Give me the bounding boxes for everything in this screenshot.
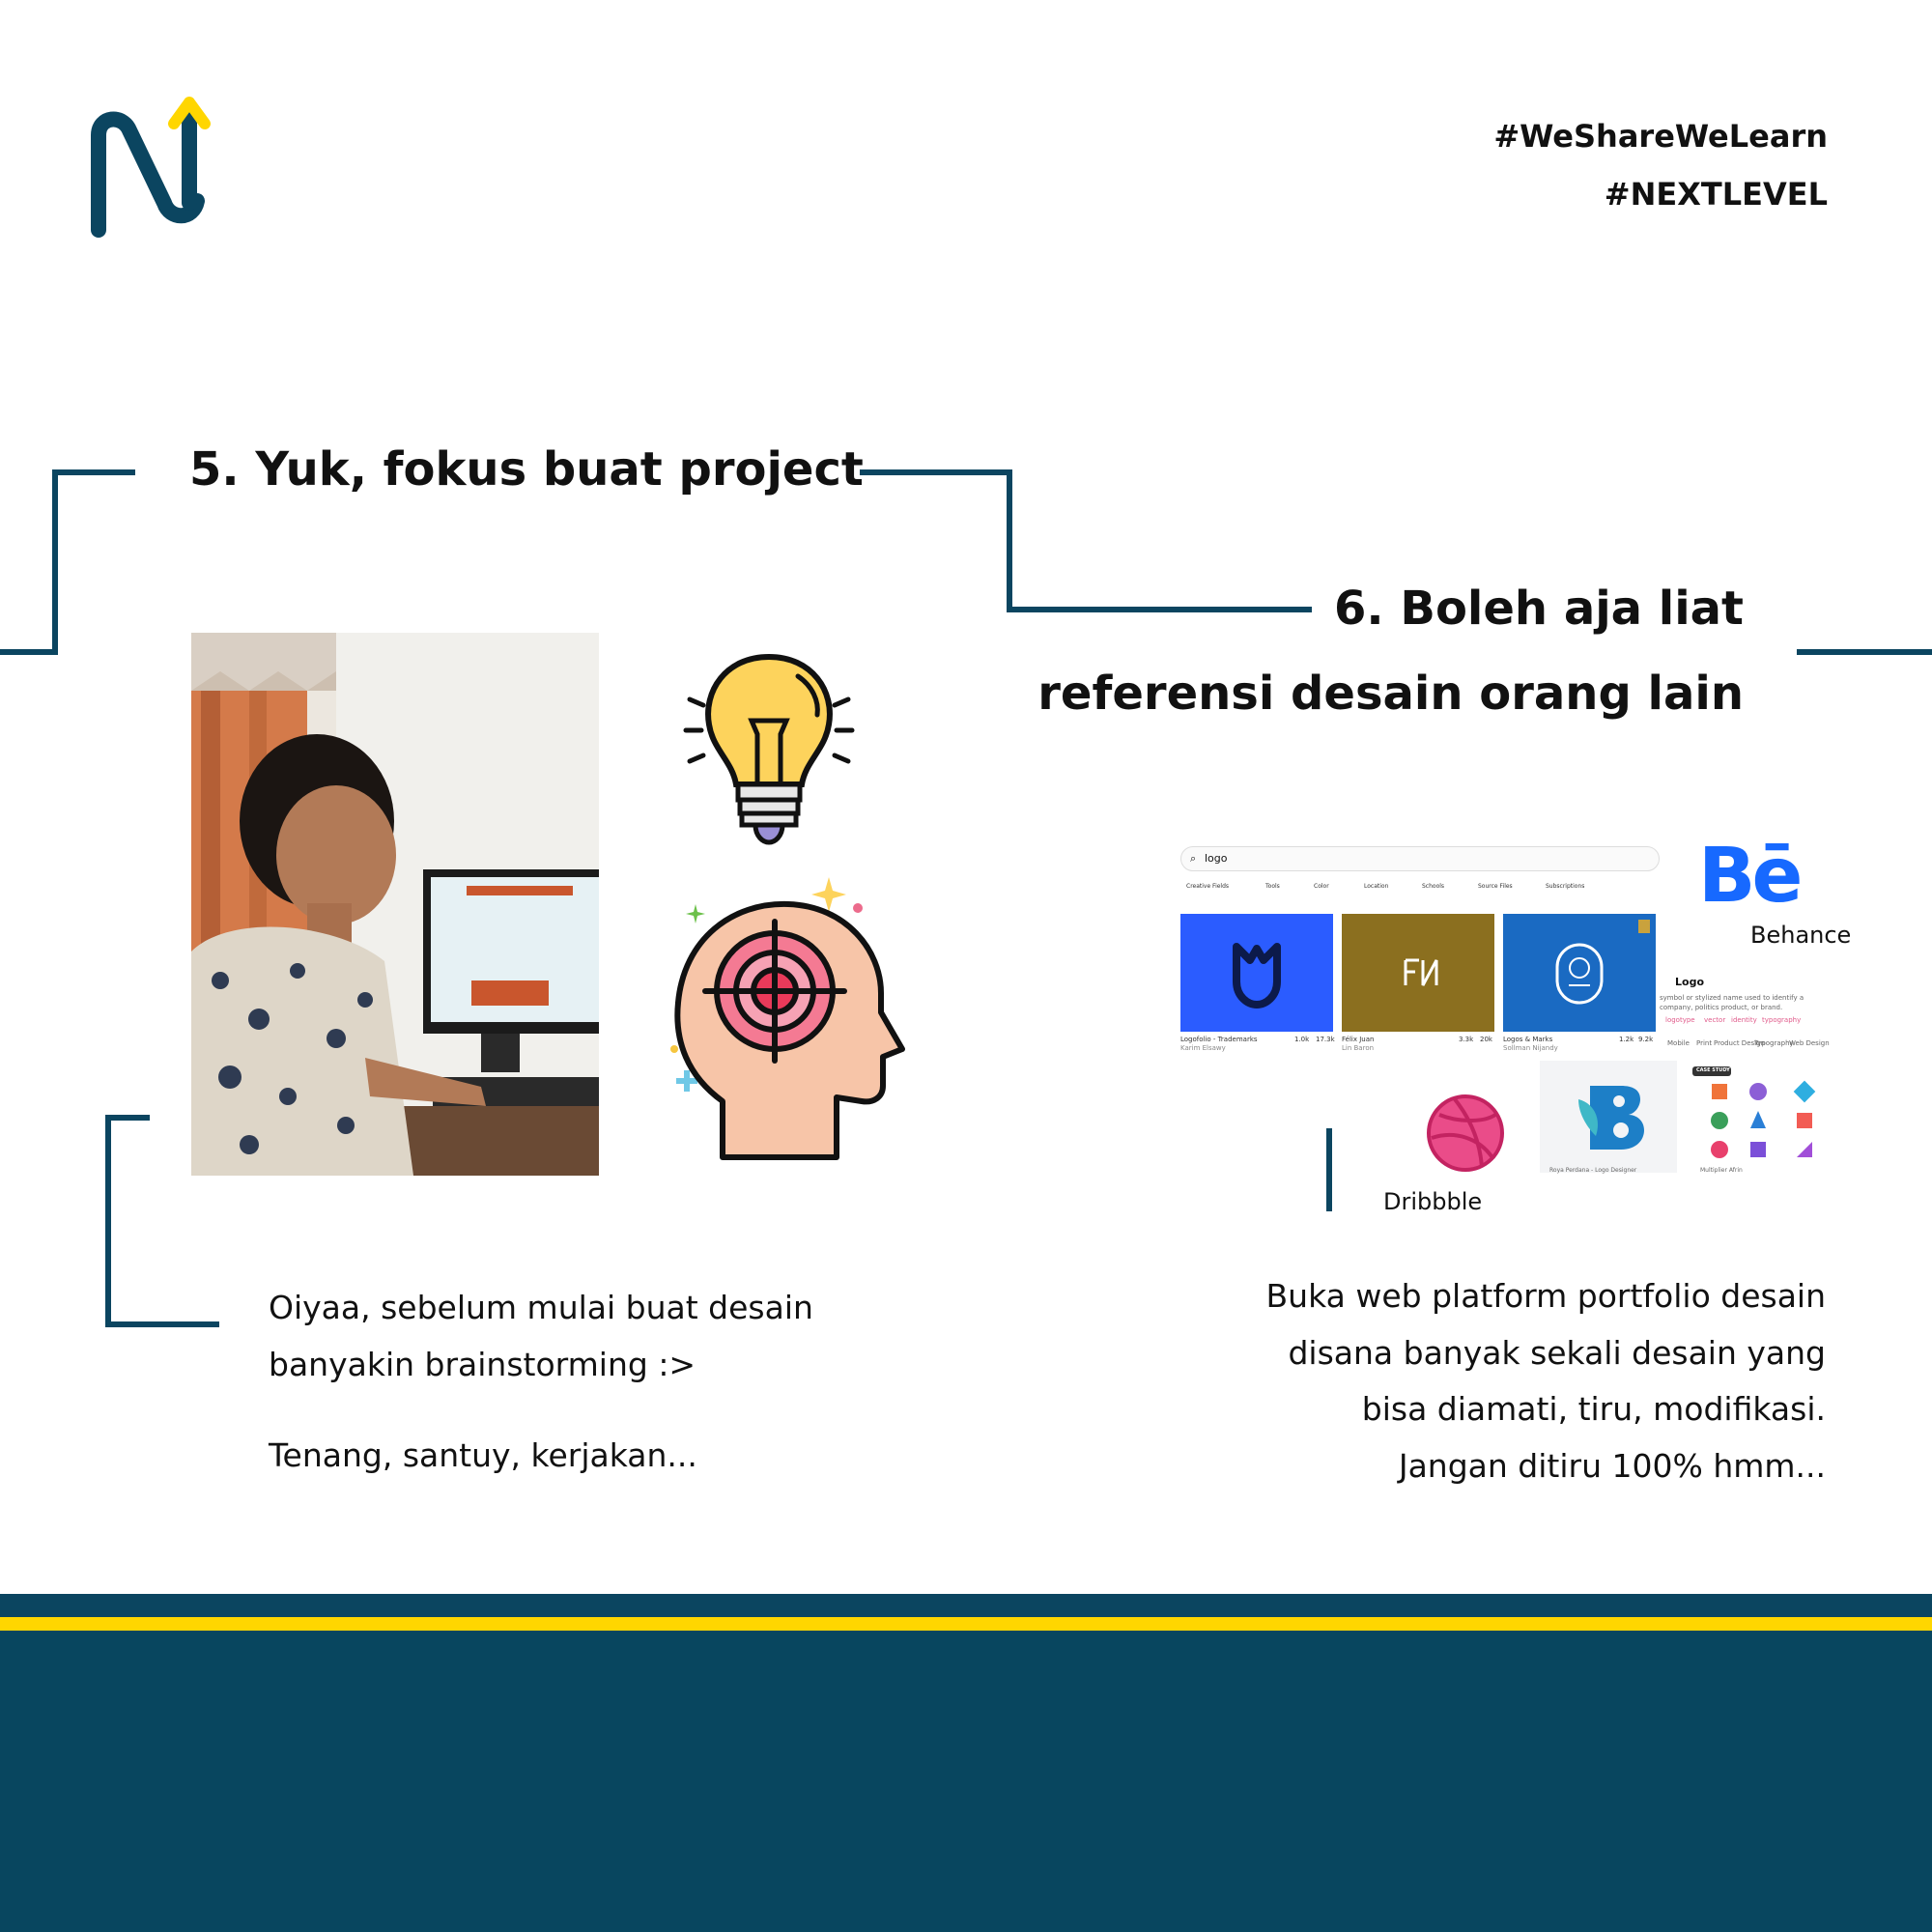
tulip-logo-icon [1233,943,1281,1009]
frame-line [105,1321,219,1327]
filter-creative-fields[interactable]: Creative Fields [1186,883,1230,890]
search-input[interactable]: logo [1180,846,1660,871]
logo-grid-icon [1692,1066,1816,1158]
behance-label: Behance [1750,922,1852,949]
person-at-computer-photo [191,633,599,1176]
section6-body-line-2: disana banyak sekali desain yang [1288,1334,1826,1372]
search-icon: ⌕ [1190,852,1197,865]
dribbble-shot[interactable] [1540,1061,1677,1173]
panel-tag[interactable]: identity [1731,1016,1757,1024]
frame-line [52,469,58,655]
section5-body-line-2: banyakin brainstorming :> [269,1346,696,1383]
project-tile[interactable] [1503,914,1656,1032]
panel-category[interactable]: Web Design [1789,1039,1830,1047]
tile-likes: 3.3k [1459,1036,1474,1043]
frame-line [0,649,58,655]
dribbble-label: Dribbble [1383,1188,1483,1215]
frame-line [1797,649,1932,655]
tile-author: Karim Elsawy [1180,1044,1226,1052]
project-tile[interactable] [1342,914,1494,1032]
tile-title: Logofolio - Trademarks [1180,1036,1258,1043]
tile-views: 20k [1480,1036,1492,1043]
tile-likes: 1.0k [1294,1036,1310,1043]
filter-location[interactable]: Location [1364,883,1389,890]
panel-category[interactable]: Mobile [1667,1039,1690,1047]
panel-description: symbol or stylized name used to identify… [1660,994,1804,1011]
panel-tag[interactable]: typography [1762,1016,1802,1024]
tile-views: 9.2k [1638,1036,1654,1043]
dribbble-logo-icon [1426,1094,1505,1173]
footer-band-bottom [0,1631,1932,1932]
tile-title: Félix Juan [1342,1036,1375,1043]
lightbulb-icon [682,653,856,846]
section6-body-line-4: Jangan ditiru 100% hmm... [1398,1447,1826,1485]
project-tile[interactable] [1180,914,1333,1032]
footer-band-top [0,1594,1932,1617]
panel-category[interactable]: Product Design [1714,1039,1765,1047]
section5-title: 5. Yuk, fokus buat project [189,442,864,497]
section6-title-line-1: 6. Boleh aja liat [1334,582,1744,636]
focus-target-head-icon [667,877,908,1163]
tile-author: Lin Baron [1342,1044,1375,1052]
brand-logo [89,97,214,238]
frame-line [105,1115,150,1121]
panel-category[interactable]: Print [1696,1039,1713,1047]
emblem-logo-icon [1555,920,1650,1005]
tile-author: Sollman Nijandy [1503,1044,1558,1052]
frame-line [1326,1128,1332,1211]
tile-title: Logos & Marks [1503,1036,1553,1043]
monogram-logo-icon [1404,958,1438,986]
filter-schools[interactable]: Schools [1422,883,1445,890]
filter-tools[interactable]: Tools [1265,883,1280,890]
frame-line [1007,469,1012,612]
tile-likes: 1.2k [1619,1036,1634,1043]
b-logo-icon [1578,1086,1644,1150]
section5-note: Tenang, santuy, kerjakan... [269,1436,697,1474]
dribbble-shot[interactable] [1689,1061,1830,1173]
section6-title-line-2: referensi desain orang lain [1037,667,1744,721]
footer-band-yellow [0,1617,1932,1631]
filter-color[interactable]: Color [1314,883,1329,890]
behance-logo: Bē [1698,833,1803,920]
hashtag-wesharewelearn: #WeShareWeLearn [1493,118,1828,155]
section5-body-line-1: Oiyaa, sebelum mulai buat desain [269,1289,813,1326]
panel-tag[interactable]: logotype [1665,1016,1695,1024]
hashtag-nextlevel: #NEXTLEVEL [1604,176,1828,213]
panel-title: Logo [1675,976,1704,988]
filter-source-files[interactable]: Source Files [1478,883,1513,890]
frame-line [105,1115,111,1327]
section6-body-line-3: bisa diamati, tiru, modifikasi. [1361,1390,1826,1428]
panel-tag[interactable]: vector [1704,1016,1726,1024]
frame-line [52,469,135,475]
dribbble-shot-author: Roya Perdana - Logo Designer [1549,1167,1637,1174]
dribbble-shot-badge: CASE STUDY [1696,1067,1730,1073]
filter-subscriptions[interactable]: Subscriptions [1546,883,1585,890]
frame-line [860,469,1012,475]
section6-body-line-1: Buka web platform portfolio desain [1265,1277,1826,1315]
tile-views: 17.3k [1316,1036,1335,1043]
dribbble-shot-author: Multiplier Afrin [1700,1167,1743,1174]
frame-line [1007,607,1312,612]
panel-category[interactable]: Typography [1754,1039,1794,1047]
